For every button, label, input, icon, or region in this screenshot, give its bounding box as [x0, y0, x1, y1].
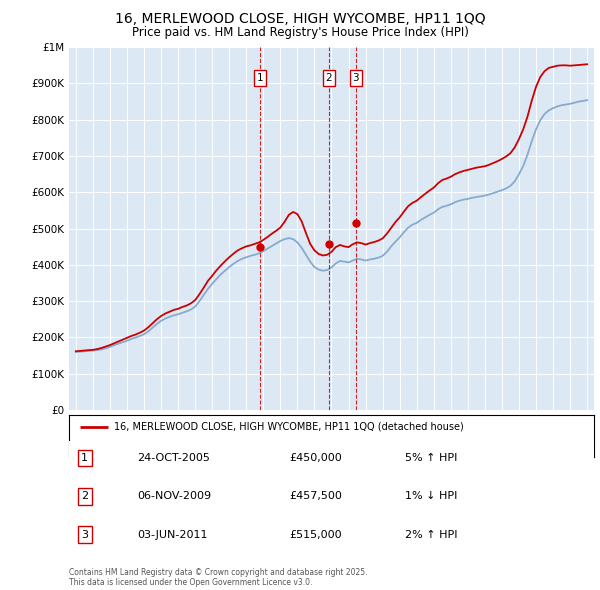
Text: £450,000: £450,000	[290, 453, 342, 463]
Text: 5% ↑ HPI: 5% ↑ HPI	[405, 453, 457, 463]
Text: 3: 3	[81, 530, 88, 539]
Text: 1: 1	[257, 73, 263, 83]
Text: 2: 2	[81, 491, 88, 501]
Text: 03-JUN-2011: 03-JUN-2011	[137, 530, 208, 539]
Text: 2% ↑ HPI: 2% ↑ HPI	[405, 530, 458, 539]
Text: 2: 2	[326, 73, 332, 83]
Text: £515,000: £515,000	[290, 530, 342, 539]
Text: HPI: Average price, detached house, Buckinghamshire: HPI: Average price, detached house, Buck…	[113, 442, 379, 451]
Text: 1% ↓ HPI: 1% ↓ HPI	[405, 491, 457, 501]
Text: £457,500: £457,500	[290, 491, 343, 501]
Text: Contains HM Land Registry data © Crown copyright and database right 2025.
This d: Contains HM Land Registry data © Crown c…	[69, 568, 367, 587]
Text: 3: 3	[352, 73, 359, 83]
Text: 24-OCT-2005: 24-OCT-2005	[137, 453, 210, 463]
Text: 06-NOV-2009: 06-NOV-2009	[137, 491, 211, 501]
Text: Price paid vs. HM Land Registry's House Price Index (HPI): Price paid vs. HM Land Registry's House …	[131, 26, 469, 39]
Text: 1: 1	[81, 453, 88, 463]
Text: 16, MERLEWOOD CLOSE, HIGH WYCOMBE, HP11 1QQ (detached house): 16, MERLEWOOD CLOSE, HIGH WYCOMBE, HP11 …	[113, 422, 463, 432]
Text: 16, MERLEWOOD CLOSE, HIGH WYCOMBE, HP11 1QQ: 16, MERLEWOOD CLOSE, HIGH WYCOMBE, HP11 …	[115, 12, 485, 26]
